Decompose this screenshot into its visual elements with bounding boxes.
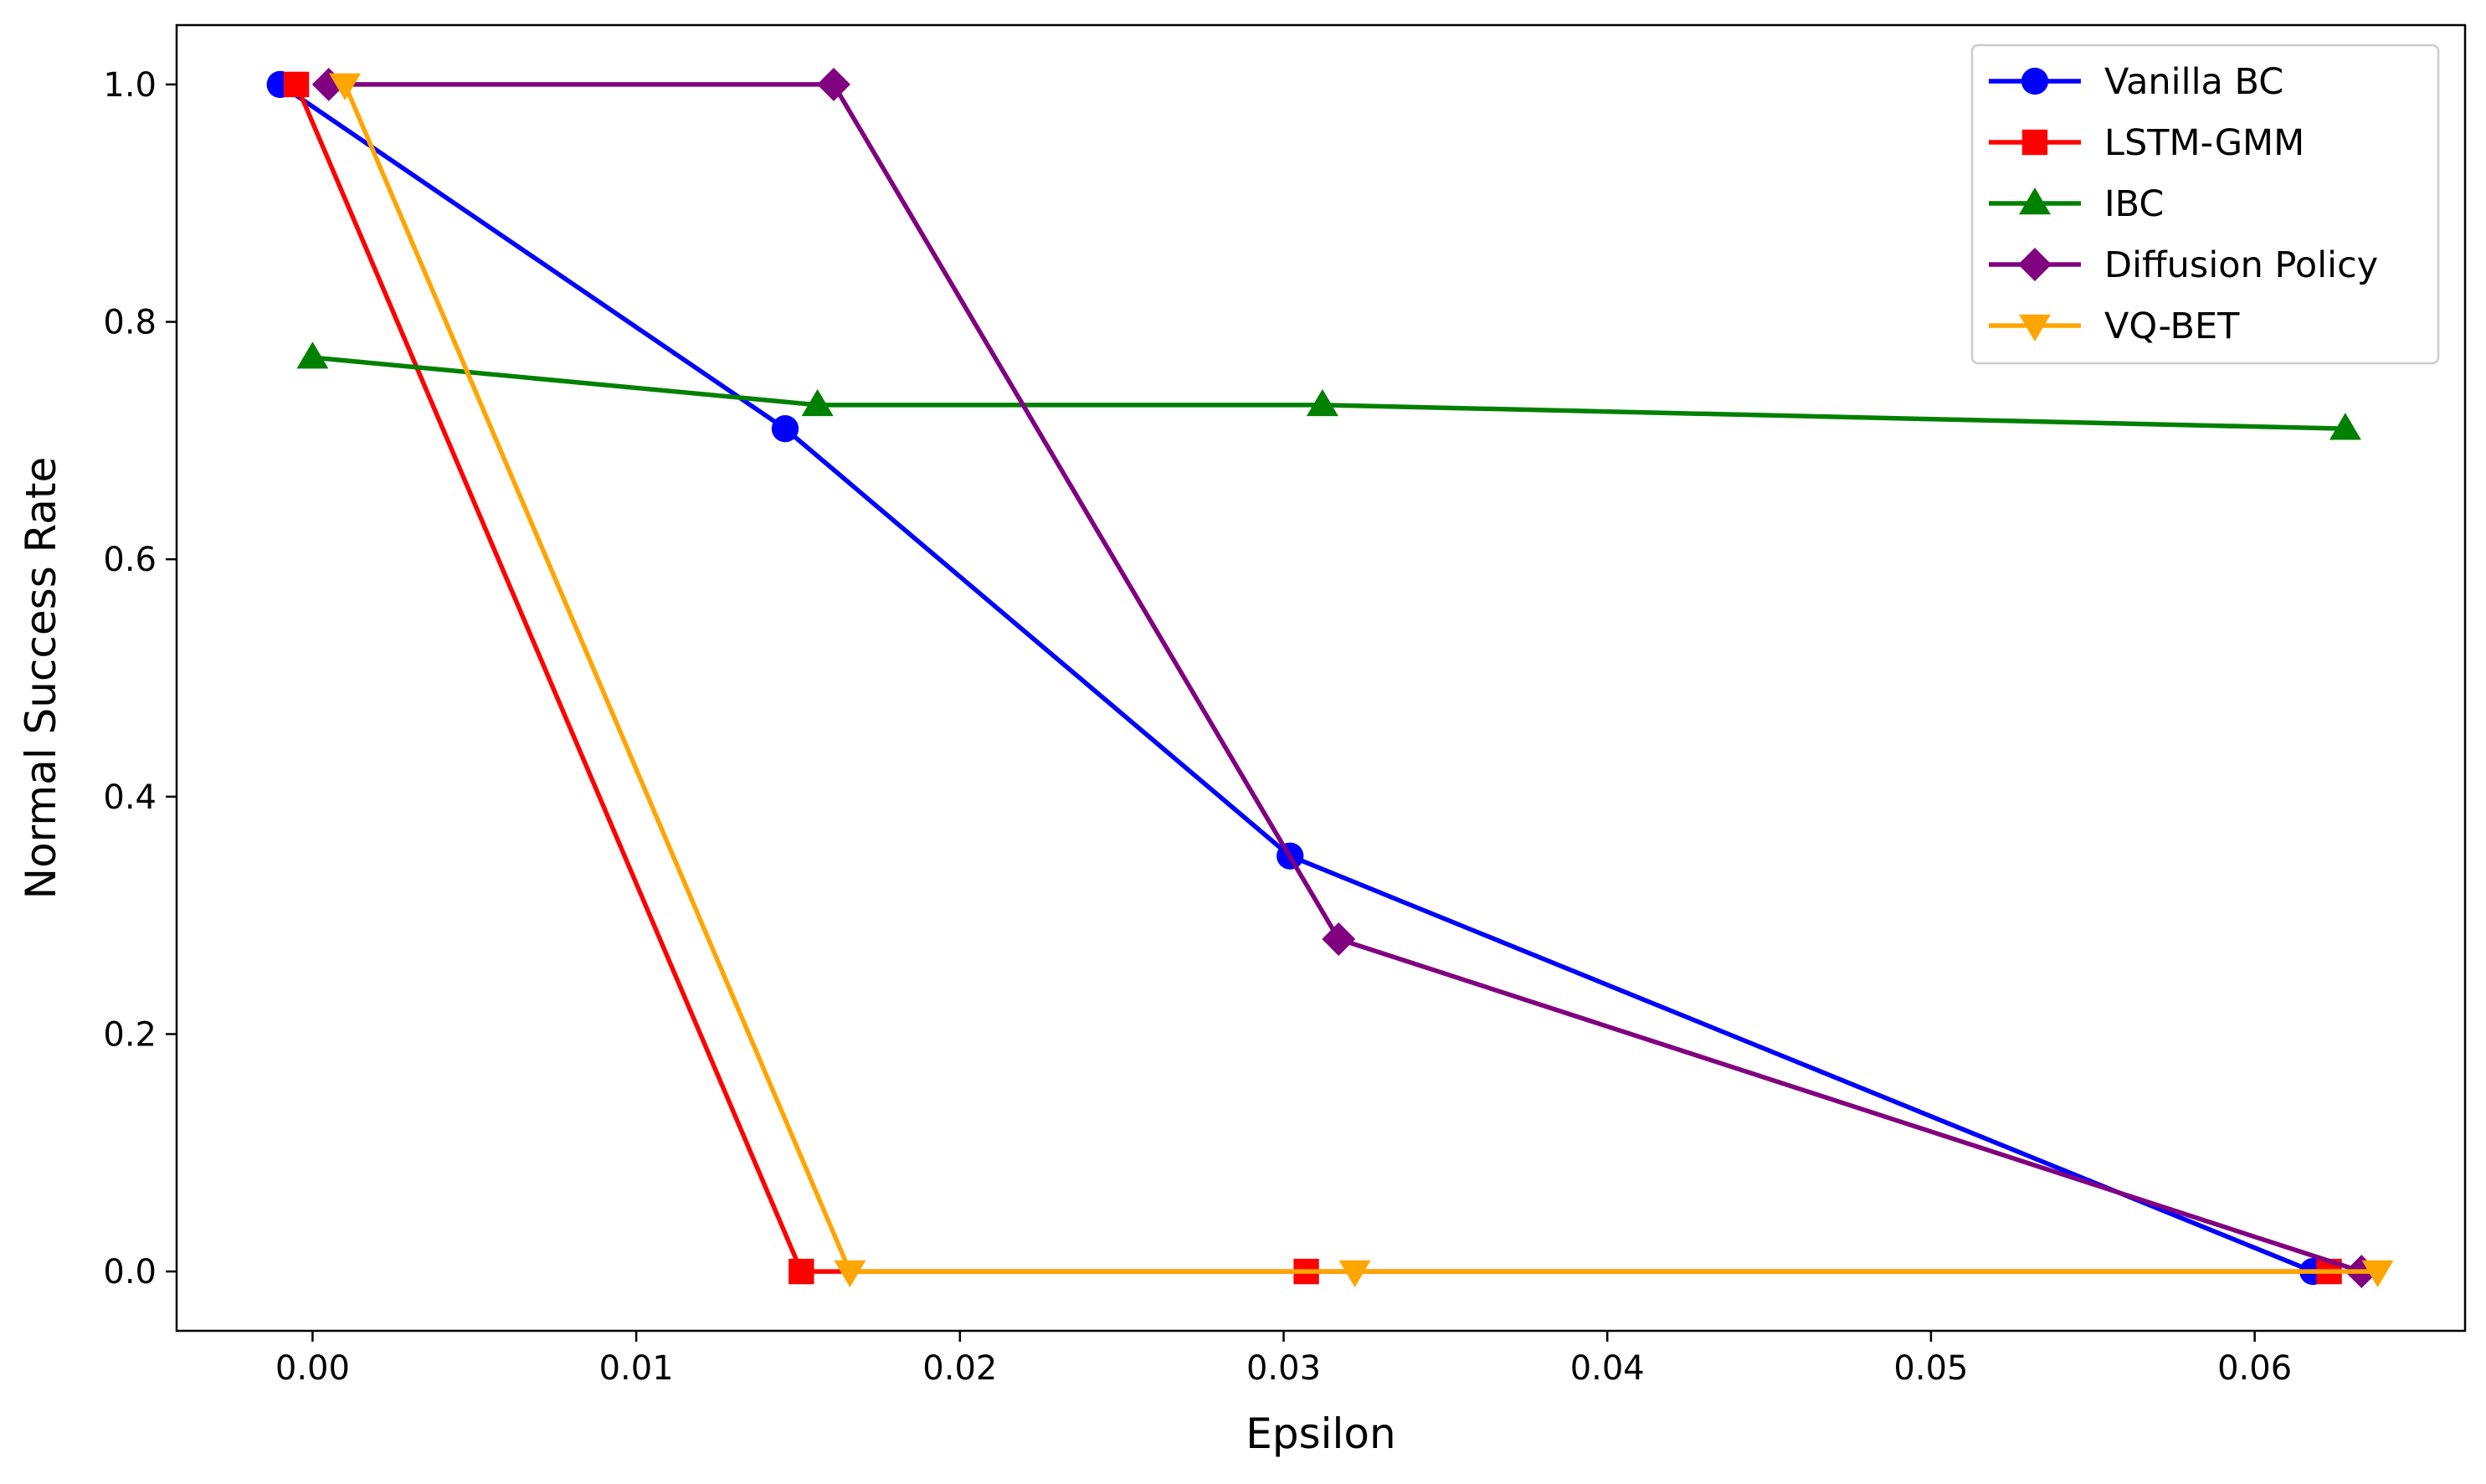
y-tick-label: 0.8 bbox=[103, 304, 157, 342]
data-point-diffusion-policy bbox=[1322, 922, 1356, 956]
x-axis: 0.00 0.01 0.02 0.03 0.04 0.05 0.06 bbox=[275, 1331, 2292, 1388]
legend-marker bbox=[2021, 67, 2049, 95]
legend-label: Vanilla BC bbox=[2104, 61, 2283, 103]
x-tick-label: 0.01 bbox=[599, 1349, 674, 1388]
x-tick-label: 0.04 bbox=[1570, 1349, 1645, 1388]
data-point-ibc bbox=[1306, 388, 1338, 417]
y-axis: 0.0 0.2 0.4 0.6 0.8 1.0 bbox=[103, 66, 177, 1291]
legend-label: IBC bbox=[2104, 183, 2164, 225]
data-point-vq-bet bbox=[329, 73, 362, 100]
data-point-vanilla-bc bbox=[771, 415, 799, 443]
data-point-ibc bbox=[801, 388, 834, 417]
series-vq-bet bbox=[329, 73, 2394, 1288]
series-line-diffusion-policy bbox=[328, 82, 2363, 1274]
legend-entry-vanilla-bc: Vanilla BC bbox=[1989, 61, 2283, 103]
legend-entry-diffusion-policy: Diffusion Policy bbox=[1989, 244, 2378, 286]
legend-marker bbox=[2019, 187, 2051, 215]
series-layer bbox=[266, 67, 2394, 1289]
x-tick-label: 0.03 bbox=[1246, 1349, 1321, 1388]
legend-box bbox=[1970, 44, 2440, 365]
plot-frame bbox=[175, 23, 2467, 1333]
legend-marker bbox=[2019, 314, 2051, 341]
series-line-vanilla-bc bbox=[279, 82, 2314, 1274]
legend-marker bbox=[2018, 248, 2052, 281]
series-line-vq-bet bbox=[342, 83, 2378, 1274]
legend-entry-lstm-gmm: LSTM-GMM bbox=[1989, 122, 2304, 164]
y-tick-label: 0.4 bbox=[103, 778, 157, 817]
x-axis-label: Epsilon bbox=[1246, 1410, 1395, 1458]
legend-entry-ibc: IBC bbox=[1989, 183, 2164, 225]
y-tick-label: 0.2 bbox=[103, 1015, 157, 1054]
data-point-diffusion-policy bbox=[817, 67, 850, 101]
series-line-ibc bbox=[312, 355, 2345, 431]
y-axis-label: Normal Success Rate bbox=[17, 457, 65, 900]
x-tick-label: 0.00 bbox=[275, 1349, 350, 1388]
data-point-ibc bbox=[2329, 413, 2361, 440]
data-point-vq-bet bbox=[2361, 1260, 2394, 1288]
y-tick-label: 0.6 bbox=[103, 541, 157, 579]
y-tick-label: 0.0 bbox=[103, 1253, 157, 1291]
data-point-lstm-gmm bbox=[788, 1258, 814, 1285]
x-tick-label: 0.05 bbox=[1893, 1349, 1968, 1388]
legend-label: Diffusion Policy bbox=[2104, 244, 2378, 286]
data-point-vq-bet bbox=[834, 1260, 866, 1288]
x-tick-label: 0.02 bbox=[922, 1349, 997, 1388]
legend-entry-vq-bet: VQ-BET bbox=[1989, 306, 2240, 347]
series-ibc bbox=[296, 341, 2361, 440]
legend-label: LSTM-GMM bbox=[2104, 122, 2304, 164]
data-point-lstm-gmm bbox=[283, 71, 310, 98]
data-point-ibc bbox=[296, 341, 329, 369]
legend-label: VQ-BET bbox=[2104, 306, 2240, 347]
plot-area bbox=[175, 23, 2467, 1333]
data-point-vq-bet bbox=[1338, 1260, 1371, 1288]
y-tick-label: 1.0 bbox=[103, 66, 157, 105]
x-tick-label: 0.06 bbox=[2217, 1349, 2292, 1388]
legend: Vanilla BC LSTM-GMM IBC Diffusion Policy VQ-… bbox=[1970, 44, 2440, 365]
legend-marker bbox=[2021, 129, 2048, 156]
